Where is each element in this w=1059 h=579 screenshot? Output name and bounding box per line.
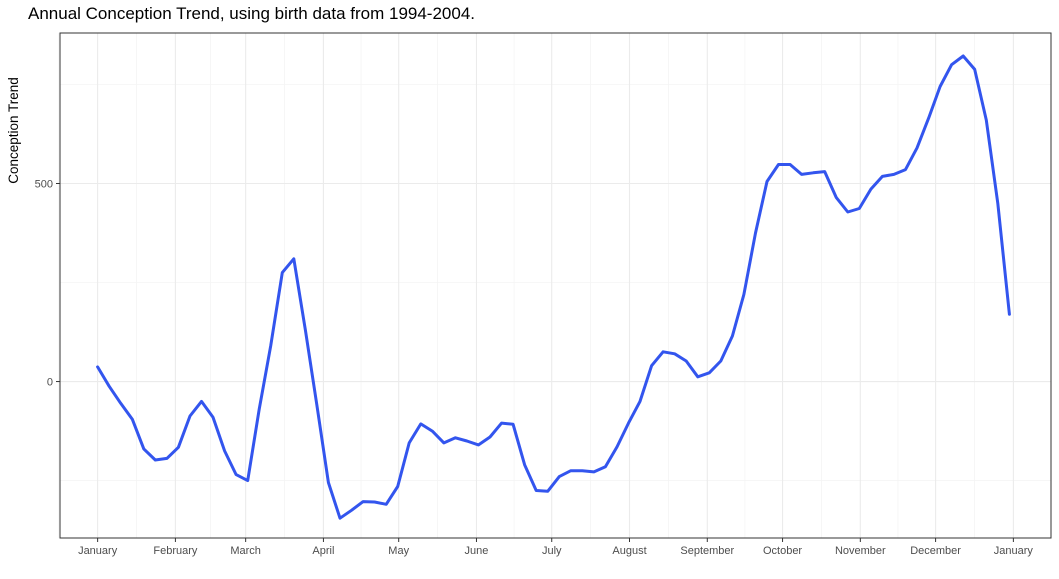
x-tick-label: November xyxy=(835,545,886,557)
x-tick-label: June xyxy=(465,545,489,557)
plot-border xyxy=(59,32,1052,539)
x-tick-label: July xyxy=(542,545,562,557)
x-tick-label: September xyxy=(680,545,734,557)
x-axis: January February March April May June July Augu… xyxy=(78,538,1033,557)
y-tick-label: 500 xyxy=(35,179,53,191)
x-tick-label: August xyxy=(612,545,646,557)
x-tick-label: April xyxy=(312,545,334,557)
chart-title: Annual Conception Trend, using birth dat… xyxy=(28,4,476,23)
x-tick-label: January xyxy=(78,545,118,557)
x-tick-label: February xyxy=(153,545,198,557)
x-tick-label: January xyxy=(994,545,1034,557)
x-tick-label: May xyxy=(388,545,409,557)
series-line xyxy=(96,54,1011,520)
x-tick-label: December xyxy=(910,545,961,557)
y-tick-label: 0 xyxy=(47,377,53,389)
y-axis: 0 500 xyxy=(35,179,60,389)
x-tick-label: October xyxy=(763,545,802,557)
plot-background xyxy=(60,33,1051,538)
x-tick-label: March xyxy=(230,545,261,557)
major-grid xyxy=(60,33,1051,538)
